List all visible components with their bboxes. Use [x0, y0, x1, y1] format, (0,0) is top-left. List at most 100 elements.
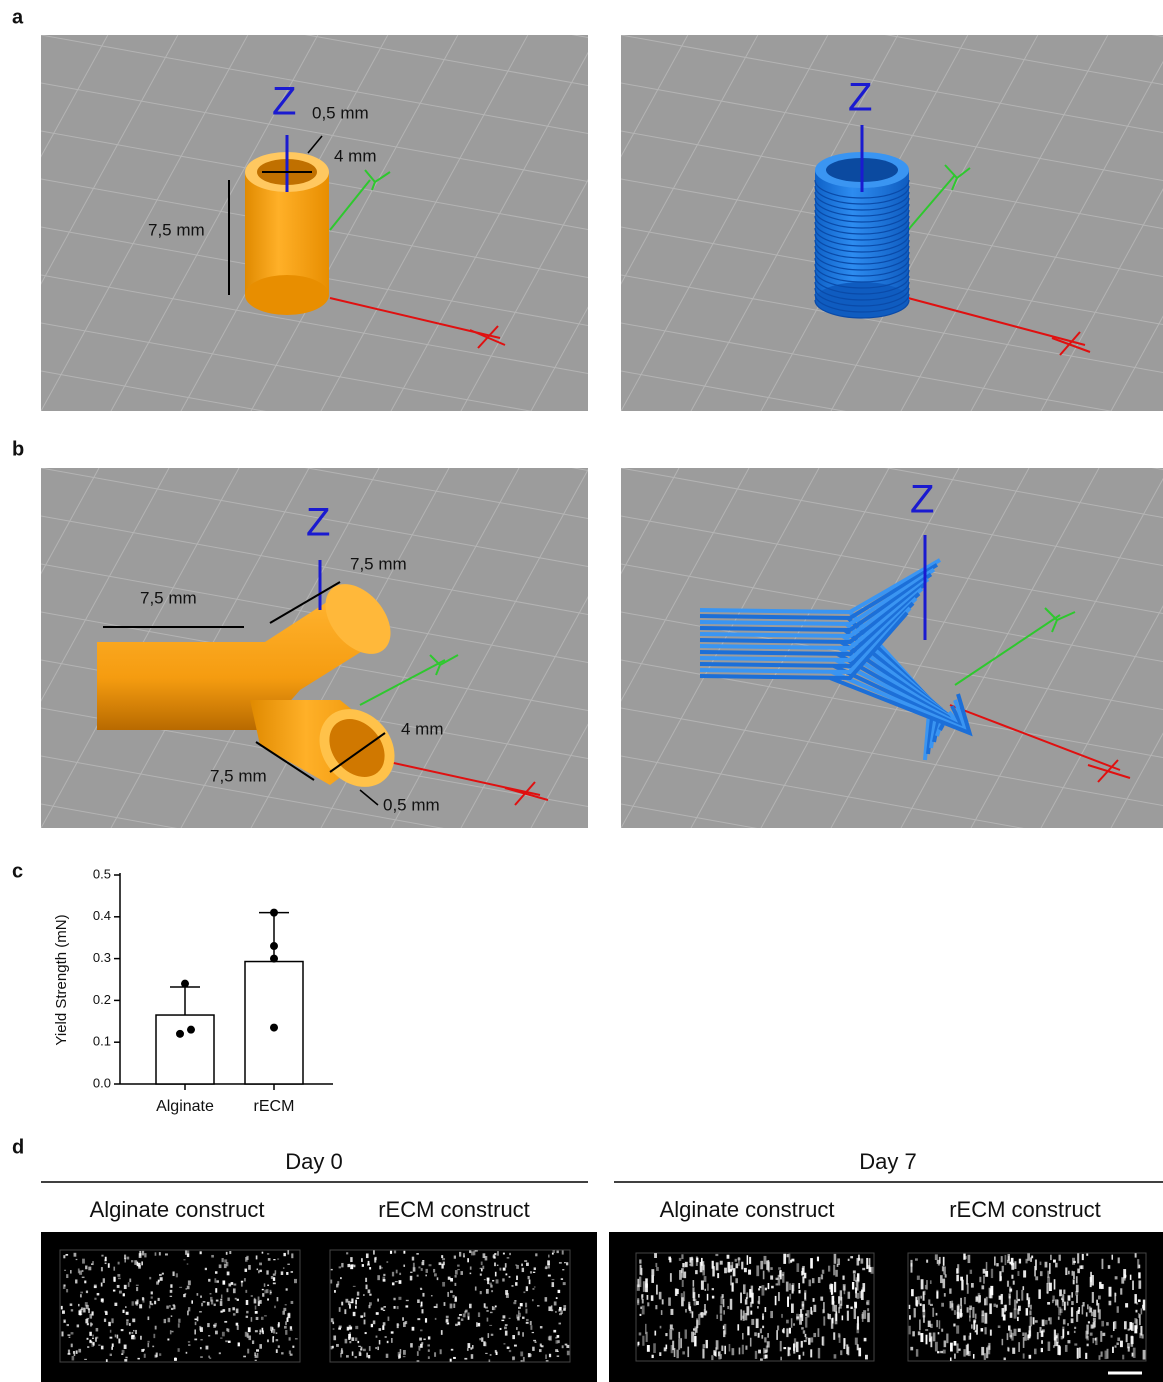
speckle [467, 1348, 469, 1351]
speckle [117, 1335, 119, 1339]
speckle [1004, 1358, 1006, 1361]
y-tick-label: 0.5 [93, 866, 111, 881]
speckle [940, 1351, 943, 1353]
speckle [475, 1286, 477, 1290]
speckle [981, 1315, 984, 1323]
speckle [1087, 1344, 1089, 1347]
speckle [637, 1298, 639, 1303]
speckle [1131, 1337, 1134, 1347]
speckle [637, 1342, 639, 1346]
speckle [497, 1265, 499, 1266]
speckle [1107, 1349, 1109, 1359]
speckle [417, 1360, 420, 1362]
speckle [403, 1350, 406, 1355]
speckle [259, 1333, 261, 1335]
speckle [822, 1337, 824, 1346]
speckle [669, 1329, 672, 1339]
speckle [754, 1332, 757, 1336]
speckle [264, 1290, 266, 1294]
speckle [224, 1321, 227, 1323]
speckle [235, 1298, 237, 1300]
speckle [1030, 1305, 1032, 1310]
speckle [210, 1297, 212, 1302]
speckle [964, 1297, 966, 1304]
speckle [80, 1294, 82, 1297]
speckle [707, 1294, 709, 1301]
speckle [647, 1302, 649, 1306]
speckle [349, 1326, 352, 1329]
speckle [489, 1325, 492, 1326]
speckle [745, 1299, 748, 1304]
speckle [216, 1300, 219, 1302]
speckle [194, 1329, 196, 1334]
speckle [469, 1304, 472, 1309]
speckle [459, 1314, 462, 1316]
speckle [83, 1308, 85, 1313]
speckle [491, 1334, 494, 1336]
speckle [345, 1299, 348, 1303]
speckle [227, 1272, 230, 1276]
speckle [366, 1353, 368, 1358]
speckle [133, 1330, 135, 1331]
speckle [413, 1263, 415, 1268]
speckle [262, 1289, 264, 1290]
speckle [983, 1275, 985, 1284]
speckle [188, 1341, 190, 1342]
speckle [1017, 1271, 1019, 1276]
speckle [71, 1344, 73, 1348]
speckle [748, 1270, 751, 1275]
speckle [92, 1261, 94, 1265]
speckle [246, 1311, 248, 1313]
speckle [1047, 1302, 1050, 1305]
y-tick-label: 0.3 [93, 950, 111, 965]
speckle [245, 1332, 248, 1337]
speckle [1120, 1288, 1122, 1294]
speckle [696, 1256, 698, 1266]
speckle [1111, 1335, 1113, 1337]
speckle [1143, 1300, 1145, 1311]
speckle [700, 1262, 703, 1272]
speckle [953, 1324, 955, 1327]
speckle [1014, 1261, 1016, 1269]
speckle [656, 1267, 659, 1271]
data-point [187, 1026, 195, 1034]
speckle [344, 1309, 346, 1314]
speckle [954, 1310, 956, 1315]
speckle [1035, 1320, 1038, 1322]
speckle [118, 1278, 121, 1279]
speckle [855, 1287, 857, 1293]
speckle [103, 1278, 105, 1283]
speckle [333, 1335, 336, 1340]
speckle [1125, 1303, 1128, 1307]
speckle [692, 1287, 694, 1298]
speckle [682, 1280, 684, 1287]
speckle [214, 1278, 216, 1282]
speckle [153, 1334, 155, 1338]
speckle [723, 1326, 725, 1330]
speckle [176, 1273, 178, 1277]
speckle [178, 1348, 180, 1352]
speckle [723, 1310, 725, 1314]
speckle [704, 1276, 707, 1282]
speckle [332, 1322, 334, 1324]
speckle [200, 1251, 202, 1254]
speckle [676, 1289, 679, 1294]
speckle [804, 1340, 807, 1342]
speckle [961, 1280, 963, 1291]
speckle [412, 1327, 415, 1331]
speckle [421, 1342, 423, 1344]
speckle [257, 1269, 259, 1271]
speckle [1118, 1257, 1120, 1263]
speckle [768, 1283, 770, 1289]
speckle [200, 1296, 202, 1298]
speckle [972, 1307, 974, 1318]
speckle [517, 1317, 519, 1321]
speckle [1079, 1347, 1081, 1357]
speckle [351, 1337, 354, 1341]
speckle [1005, 1255, 1007, 1265]
speckle [514, 1300, 516, 1301]
speckle [439, 1262, 442, 1265]
speckle [711, 1355, 713, 1360]
bar [245, 962, 303, 1084]
speckle [237, 1325, 239, 1330]
